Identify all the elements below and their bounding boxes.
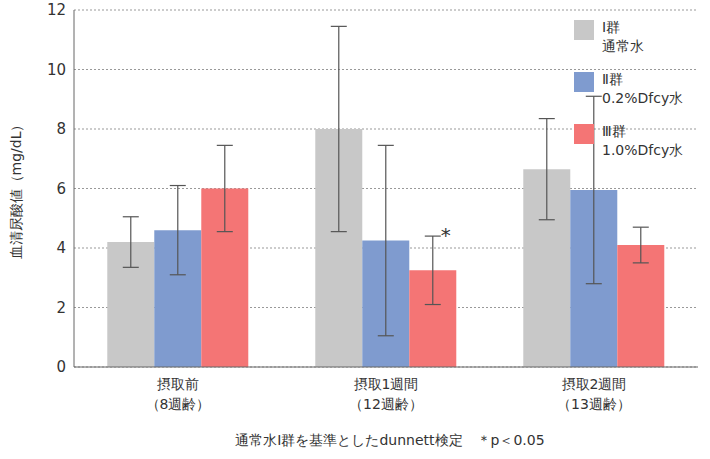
svg-text:0: 0 [56,358,66,376]
svg-text:8: 8 [56,120,66,138]
html-text:1.0%Dfcy水: 1.0%Dfcy水 [602,142,684,158]
svg-text:6: 6 [56,180,66,198]
svg-text:血清尿酸値（mg/dL）: 血清尿酸値（mg/dL） [8,118,24,260]
svg-text:10: 10 [47,61,66,79]
svg-text:*: * [441,223,451,247]
svg-text:4: 4 [56,239,66,257]
html-text:通常水: 通常水 [602,38,644,54]
html-text:通常水Ⅰ群を基準としたdunnett検定 ＊p＜0.05: 通常水Ⅰ群を基準としたdunnett検定 ＊p＜0.05 [235,432,545,448]
html-text:Ⅰ群: Ⅰ群 [602,19,621,35]
html-text:Ⅲ群: Ⅲ群 [602,123,626,139]
svg-text:摂取1週間（12週齢）: 摂取1週間（12週齢） [349,376,423,412]
svg-text:摂取前（8週齢）: 摂取前（8週齢） [146,376,211,412]
svg-text:12: 12 [47,1,66,19]
svg-text:2: 2 [56,299,66,317]
html-text:0.2%Dfcy水: 0.2%Dfcy水 [602,90,684,106]
html-text:Ⅱ群: Ⅱ群 [602,71,623,87]
svg-text:摂取2週間（13週齢）: 摂取2週間（13週齢） [557,376,631,412]
